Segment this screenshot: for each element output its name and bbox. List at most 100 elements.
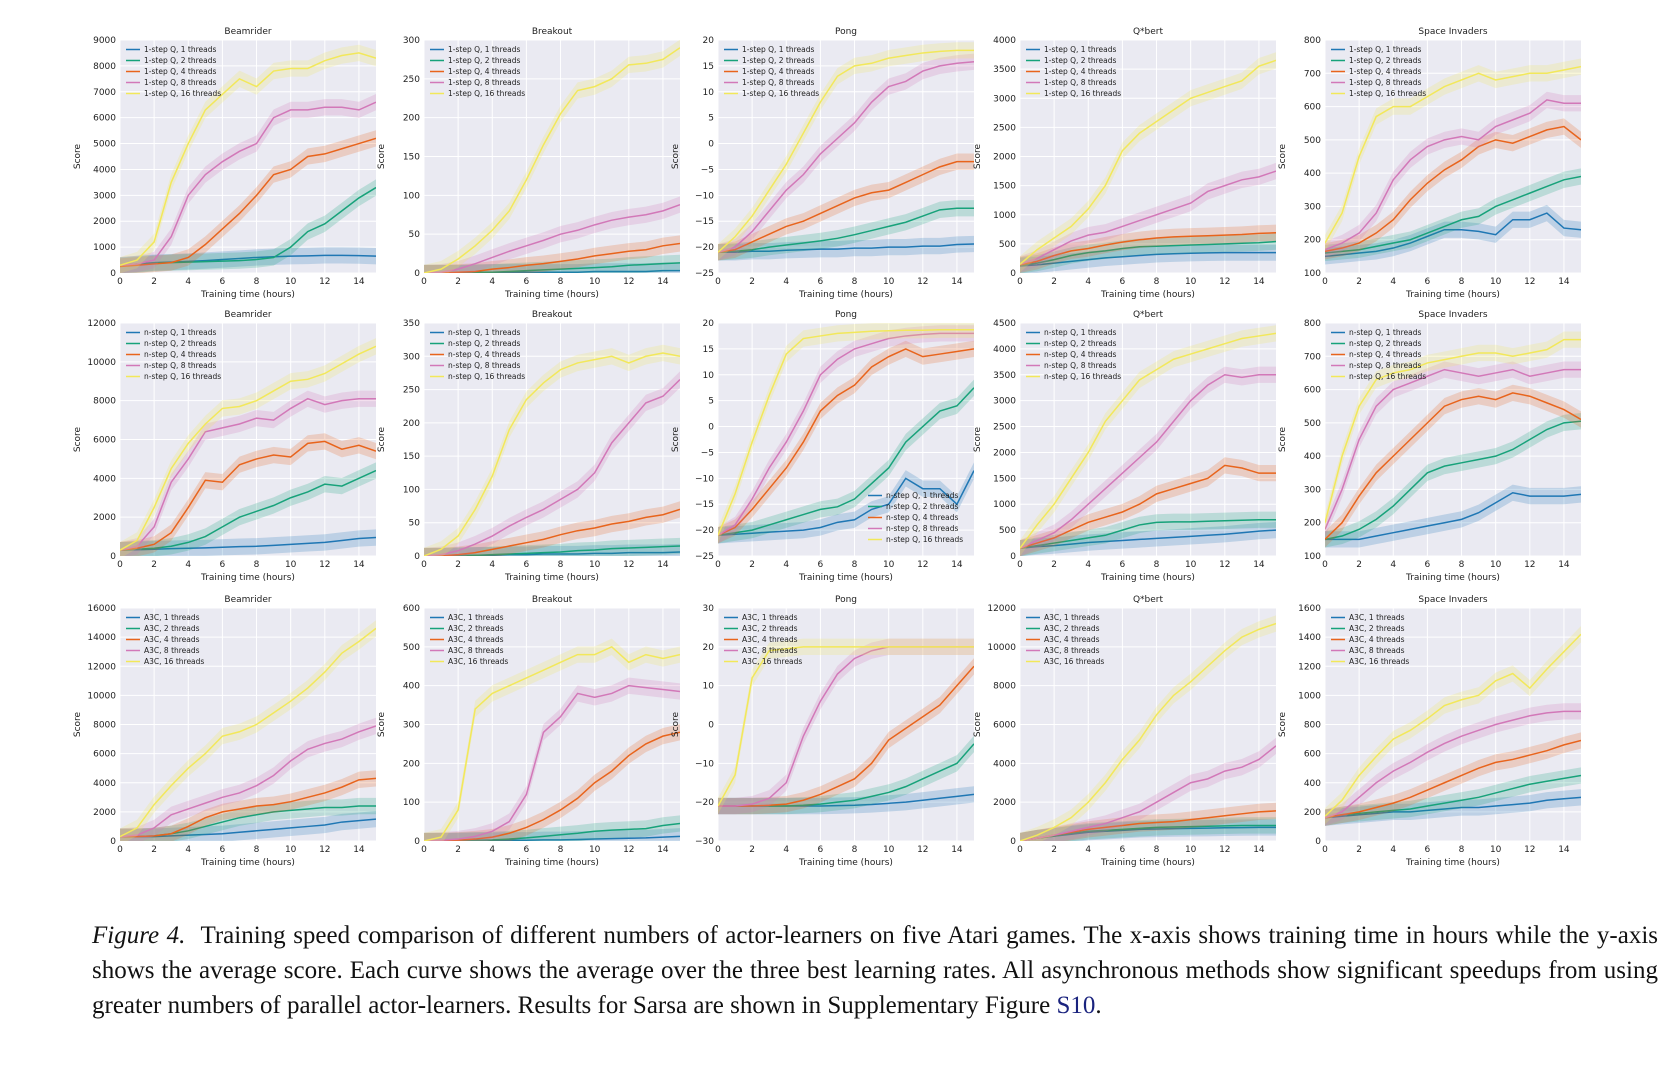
series-line-8-threads: [1020, 745, 1276, 841]
series-line-2-threads: [1325, 774, 1581, 819]
series-line-8-threads: [1325, 99, 1581, 251]
chart-panel-8: −25 −20 −15 −10 −5 0 5 10 15 20 0 2 4 6 8 10 12 14 Pong Tra…: [671, 310, 974, 583]
legend-entry: A3C, 2 threads: [144, 624, 200, 633]
y-tick-label: 12000: [987, 604, 1016, 614]
legend-entry: n-step Q, 4 threads: [1044, 350, 1116, 359]
series-line-16-threads: [120, 345, 376, 551]
y-tick-label: 500: [403, 643, 420, 653]
y-tick-label: −30: [695, 837, 714, 847]
y-tick-label: 200: [1304, 519, 1321, 529]
x-tick-label: 8: [558, 845, 564, 855]
x-tick-label: 14: [657, 560, 669, 570]
series-line-1-threads: [1325, 796, 1581, 819]
series-group: [718, 323, 974, 544]
series-line-8-threads: [718, 332, 974, 536]
series-line-2-threads: [718, 387, 974, 537]
series-line-1-threads: [718, 243, 974, 254]
x-tick-label: 10: [1490, 560, 1502, 570]
legend-entry: A3C, 8 threads: [144, 646, 200, 655]
series-line-4-threads: [1020, 464, 1276, 549]
x-tick-label: 0: [117, 845, 123, 855]
series-confidence-band: [1020, 224, 1276, 273]
x-tick-label: 8: [852, 277, 858, 287]
series-confidence-band: [1020, 325, 1276, 556]
chart-panel-4: 0 500 1000 1500 2000 2500 3000 3500 4000 0 2 4 6 8 10 1…: [973, 27, 1276, 300]
y-tick-label: 1000: [993, 500, 1016, 510]
series-group: [424, 344, 680, 556]
x-tick-label: 2: [1356, 560, 1362, 570]
x-tick-label: 4: [489, 560, 495, 570]
legend-entry: n-step Q, 1 threads: [886, 491, 958, 500]
chart-panel-3: −25 −20 −15 −10 −5 0 5 10 15 20 0 2 4 6 8 10 12 14 Pong Tra…: [671, 27, 974, 300]
x-tick-label: 2: [1051, 560, 1057, 570]
y-tick-label: 3500: [993, 65, 1016, 75]
y-tick-label: 700: [1304, 352, 1321, 362]
series-group: [1325, 626, 1581, 826]
y-tick-label: 300: [403, 36, 420, 46]
legend-entry: A3C, 8 threads: [742, 646, 798, 655]
y-axis-label: Score: [671, 426, 681, 452]
legend-entry: 1-step Q, 1 threads: [448, 45, 520, 54]
legend-entry: n-step Q, 1 threads: [1349, 328, 1421, 337]
x-tick-label: 10: [589, 845, 601, 855]
series-confidence-band: [424, 537, 680, 556]
y-axis-label: Score: [73, 711, 83, 737]
x-tick-label: 6: [524, 277, 530, 287]
x-tick-label: 12: [1524, 560, 1535, 570]
x-tick-label: 14: [1253, 560, 1265, 570]
legend: n-step Q, 1 threads n-step Q, 2 threads n-…: [126, 328, 221, 381]
x-axis-label: Training time (hours): [1100, 573, 1195, 583]
y-tick-label: 150: [403, 452, 420, 462]
series-confidence-band: [1020, 457, 1276, 556]
x-tick-label: 0: [1017, 560, 1023, 570]
x-tick-label: 12: [623, 560, 634, 570]
y-tick-label: 4000: [993, 36, 1016, 46]
x-tick-label: 8: [1459, 277, 1465, 287]
x-tick-label: 6: [818, 277, 824, 287]
x-axis-label: Training time (hours): [798, 858, 893, 868]
y-tick-label: 20: [703, 36, 715, 46]
series-group: [424, 40, 680, 273]
x-axis-label: Training time (hours): [1100, 858, 1195, 868]
x-tick-label: 2: [749, 277, 755, 287]
y-tick-label: 1500: [993, 474, 1016, 484]
x-tick-label: 0: [117, 560, 123, 570]
series-confidence-band: [424, 344, 680, 556]
plot-area: [718, 40, 974, 273]
series-line-16-threads: [120, 627, 376, 838]
plot-area: [1020, 323, 1276, 556]
legend-entry: n-step Q, 2 threads: [886, 502, 958, 511]
series-line-8-threads: [424, 379, 680, 556]
legend-entry: A3C, 4 threads: [448, 635, 504, 644]
x-tick-label: 10: [589, 560, 601, 570]
y-tick-label: 0: [1010, 552, 1016, 562]
y-tick-label: 0: [110, 552, 116, 562]
series-line-16-threads: [1020, 59, 1276, 265]
x-axis-label: Training time (hours): [200, 573, 295, 583]
x-tick-label: 14: [951, 277, 963, 287]
x-tick-label: 2: [455, 845, 461, 855]
y-tick-label: 2000: [93, 217, 116, 227]
legend-entry: A3C, 2 threads: [1044, 624, 1100, 633]
legend-entry: 1-step Q, 1 threads: [144, 45, 216, 54]
y-tick-label: 1400: [1298, 633, 1321, 643]
y-tick-label: 100: [403, 485, 420, 495]
series-group: [1325, 331, 1581, 548]
caption-reference-link[interactable]: S10: [1056, 992, 1096, 1019]
series-confidence-band: [424, 677, 680, 841]
y-tick-label: 4500: [993, 319, 1016, 329]
x-tick-label: 8: [558, 277, 564, 287]
x-tick-label: 10: [883, 845, 895, 855]
x-tick-label: 12: [1219, 277, 1230, 287]
x-axis-label: Training time (hours): [504, 573, 599, 583]
x-tick-label: 0: [1017, 845, 1023, 855]
legend-entry: 1-step Q, 1 threads: [1044, 45, 1116, 54]
y-tick-label: 200: [1304, 808, 1321, 818]
series-line-2-threads: [424, 822, 680, 841]
series-line-2-threads: [1325, 420, 1581, 541]
y-tick-label: 500: [1304, 419, 1321, 429]
y-tick-label: 250: [403, 75, 420, 85]
x-axis-label: Training time (hours): [504, 290, 599, 300]
series-confidence-band: [1020, 52, 1276, 273]
series-confidence-band: [1325, 58, 1581, 252]
